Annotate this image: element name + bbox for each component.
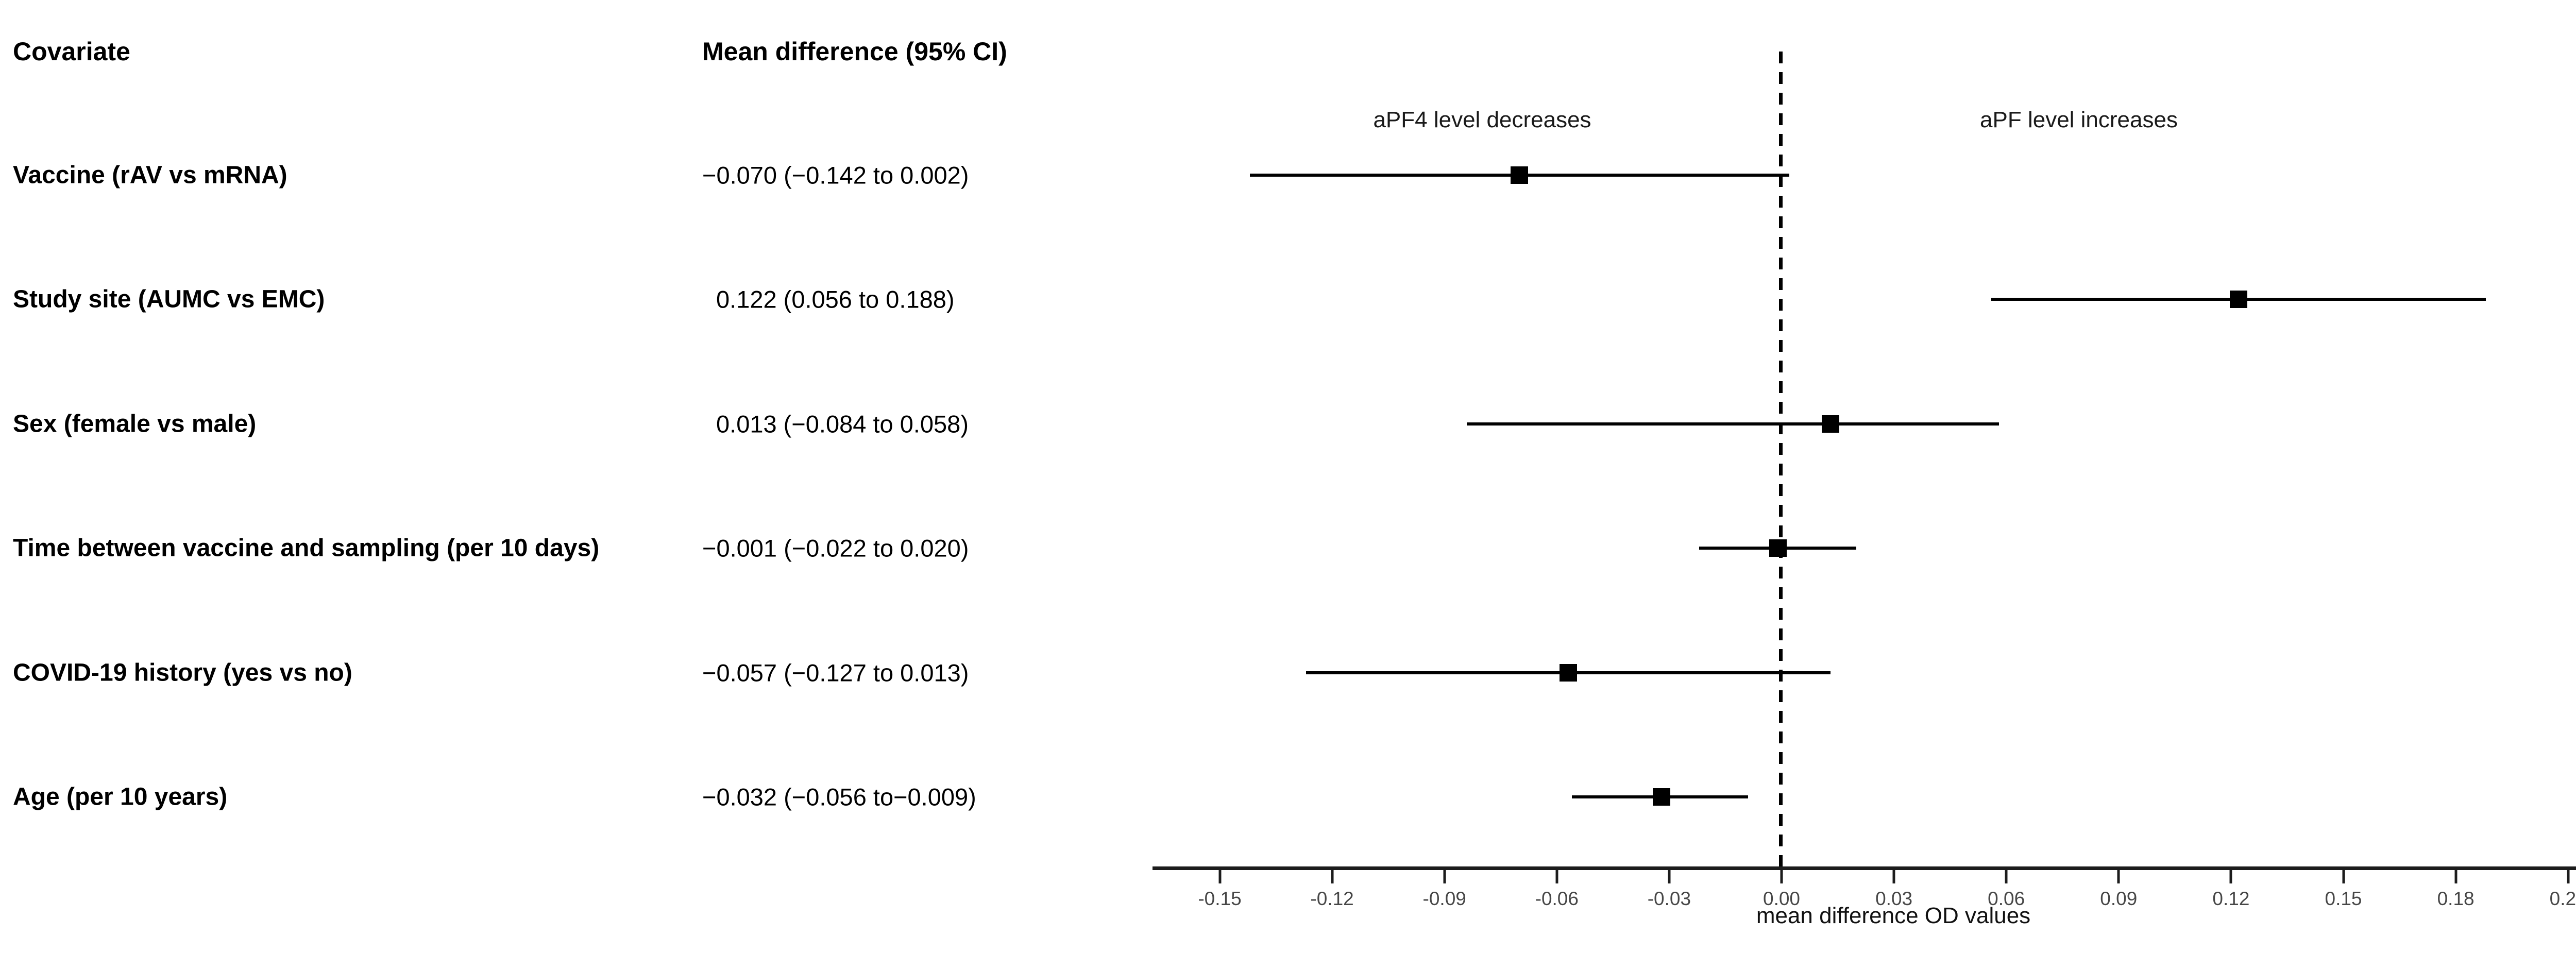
row-estimate-text: −0.032 (−0.056 to−0.009) (702, 783, 976, 811)
x-axis-tick-label: -0.03 (1647, 888, 1691, 909)
x-axis-tick-mark (1331, 870, 1334, 883)
x-axis-tick-label: 0.21 (2549, 888, 2576, 909)
x-axis-tick-label: -0.06 (1535, 888, 1579, 909)
x-axis-tick-mark (2229, 870, 2232, 883)
row-covariate-label: Study site (AUMC vs EMC) (13, 285, 325, 313)
row-estimate-text: 0.013 (−0.084 to 0.058) (716, 410, 969, 438)
x-axis-tick-mark (2567, 870, 2570, 883)
x-axis-tick-label: 0.15 (2325, 888, 2362, 909)
point-estimate-marker (1821, 415, 1839, 433)
annotation-left-decreases: aPF4 level decreases (1373, 107, 1591, 132)
zero-reference-line (1779, 52, 1783, 870)
point-estimate-marker (1653, 788, 1671, 806)
point-estimate-marker (1769, 539, 1787, 557)
row-covariate-label: Age (per 10 years) (13, 783, 228, 811)
x-axis-tick-mark (2005, 870, 2008, 883)
x-axis-tick-mark (1443, 870, 1446, 883)
x-axis-tick-mark (1892, 870, 1895, 883)
point-estimate-marker (2229, 291, 2247, 309)
row-covariate-label: Sex (female vs male) (13, 410, 257, 438)
row-estimate-text: −0.057 (−0.127 to 0.013) (702, 659, 969, 687)
x-axis-tick-label: 0.00 (1762, 888, 1801, 909)
x-axis-tick-label: -0.15 (1198, 888, 1242, 909)
point-estimate-marker (1559, 663, 1577, 682)
confidence-interval-line (1467, 422, 1999, 426)
x-axis-tick-label: 0.18 (2437, 888, 2475, 909)
x-axis-tick-label: 0.06 (1988, 888, 2025, 909)
row-estimate-text: −0.001 (−0.022 to 0.020) (702, 534, 969, 562)
row-estimate-text: −0.070 (−0.142 to 0.002) (702, 161, 969, 189)
row-estimate-text: 0.122 (0.056 to 0.188) (716, 285, 955, 313)
x-axis-title: mean difference OD values (1756, 903, 2031, 928)
x-axis-tick-mark (1218, 870, 1221, 883)
x-axis-tick-mark (1555, 870, 1558, 883)
x-axis-tick-label: 0.12 (2212, 888, 2250, 909)
x-axis-tick-mark (2342, 870, 2345, 883)
x-axis-tick-mark (1668, 870, 1671, 883)
row-covariate-label: COVID-19 history (yes vs no) (13, 659, 352, 687)
row-covariate-label: Vaccine (rAV vs mRNA) (13, 161, 287, 189)
x-axis-tick-mark (2454, 870, 2458, 883)
row-covariate-label: Time between vaccine and sampling (per 1… (13, 534, 600, 562)
x-axis-tick-mark (2117, 870, 2120, 883)
x-axis-tick-label: -0.09 (1422, 888, 1466, 909)
annotation-right-increases: aPF level increases (1980, 107, 2178, 132)
column-header-covariate: Covariate (13, 37, 130, 66)
x-axis-tick-label: 0.03 (1875, 888, 1913, 909)
x-axis-tick-label: -0.12 (1310, 888, 1354, 909)
x-axis-tick-label: 0.09 (2100, 888, 2138, 909)
x-axis-tick-mark (1780, 870, 1783, 883)
x-axis-line (1153, 866, 2576, 870)
column-header-estimate: Mean difference (95% CI) (702, 37, 1007, 66)
point-estimate-marker (1511, 166, 1529, 184)
